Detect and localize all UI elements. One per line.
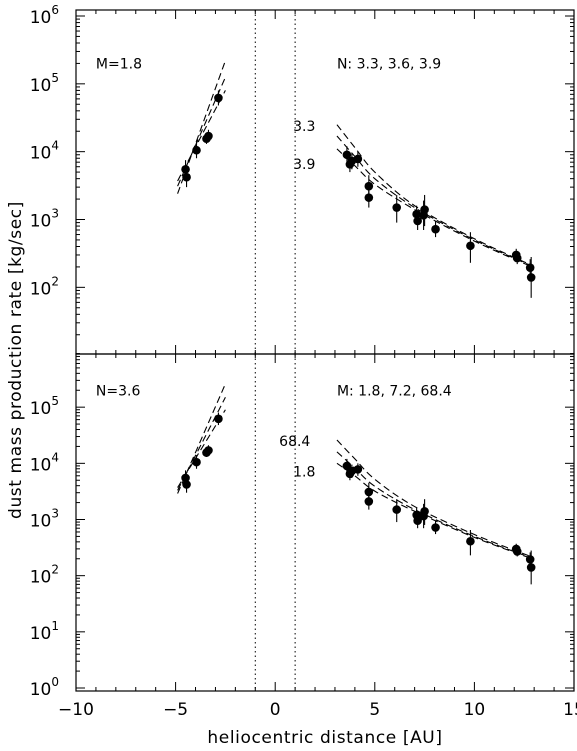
y-tick-label: 101 (30, 619, 59, 644)
annotation-label: 3.3 (293, 119, 315, 135)
y-tick-label: 100 (30, 675, 59, 700)
data-point (466, 241, 475, 251)
data-point (342, 150, 352, 160)
data-point (182, 480, 191, 489)
x-tick-label: 5 (369, 700, 380, 720)
y-tick-label: 105 (30, 394, 59, 419)
annotation-label: 3.9 (293, 157, 315, 173)
data-point (420, 205, 429, 214)
data-point (214, 93, 223, 103)
y-tick-label: 103 (30, 507, 59, 532)
data-point (204, 131, 213, 141)
data-point (353, 465, 363, 474)
x-tick-label: 15 (563, 700, 577, 720)
model-curve-post-perihelion (336, 135, 533, 267)
data-point (526, 273, 536, 282)
model-curve-post-perihelion (336, 148, 533, 268)
y-axis-title: dust mass production rate [kg/sec] (6, 201, 26, 519)
model-curve-post-perihelion (336, 124, 533, 266)
data-point (392, 505, 402, 514)
model-curve-post-perihelion (336, 451, 533, 559)
y-tick-label: 103 (30, 207, 59, 232)
annotation-label: N: 3.3, 3.6, 3.9 (337, 56, 441, 72)
data-point (392, 203, 402, 212)
model-curve-post-perihelion (336, 462, 533, 560)
data-point (364, 193, 374, 202)
data-point (525, 263, 535, 272)
data-point (512, 547, 522, 556)
data-point (192, 145, 201, 155)
panel-frame (75, 353, 575, 692)
y-tick-label: 102 (30, 563, 59, 588)
y-tick-label: 105 (30, 71, 59, 96)
x-tick-label: 10 (464, 700, 486, 720)
data-point (353, 154, 363, 164)
data-point (431, 523, 440, 532)
data-point (214, 414, 223, 424)
x-tick-label: −10 (58, 700, 94, 720)
data-point (364, 181, 374, 191)
annotation-label: M=1.8 (96, 56, 142, 72)
data-point (413, 216, 422, 226)
data-point (181, 473, 190, 483)
data-point (525, 555, 535, 564)
data-point (412, 209, 421, 219)
y-tick-label: 106 (30, 3, 59, 28)
x-tick-label: 0 (270, 700, 281, 720)
annotation-label: M: 1.8, 7.2, 68.4 (337, 383, 452, 399)
top-panel: 106 105 104 103 102 M=1.8 N: 3.3, 3.6, 3.9 3.3 3… (30, 3, 575, 355)
model-curve-post-perihelion (336, 439, 533, 558)
data-point (204, 446, 213, 455)
data-point (364, 497, 374, 506)
bottom-panel: 105 104 103 102 101 100−10 −5 0 5 10 15 N=3.6 M: 1.8… (30, 353, 577, 720)
panel-frame (75, 9, 575, 355)
data-point (192, 457, 201, 467)
data-point (413, 516, 422, 526)
y-tick-label: 104 (30, 139, 59, 164)
data-point (526, 563, 536, 572)
x-axis-title: heliocentric distance [AU] (207, 728, 442, 748)
x-tick-label: −5 (163, 700, 188, 720)
data-point (512, 253, 522, 263)
annotation-label: 68.4 (279, 434, 310, 450)
y-tick-label: 104 (30, 450, 59, 475)
data-point (181, 164, 190, 174)
y-tick-label: 102 (30, 274, 59, 299)
annotation-label: 1.8 (293, 464, 315, 480)
data-point (420, 506, 429, 516)
data-point (364, 487, 374, 497)
model-curve-pre-perihelion (177, 383, 226, 494)
data-point (431, 224, 440, 234)
data-point (182, 172, 191, 182)
data-point (466, 536, 475, 546)
annotation-label: N=3.6 (96, 383, 141, 399)
